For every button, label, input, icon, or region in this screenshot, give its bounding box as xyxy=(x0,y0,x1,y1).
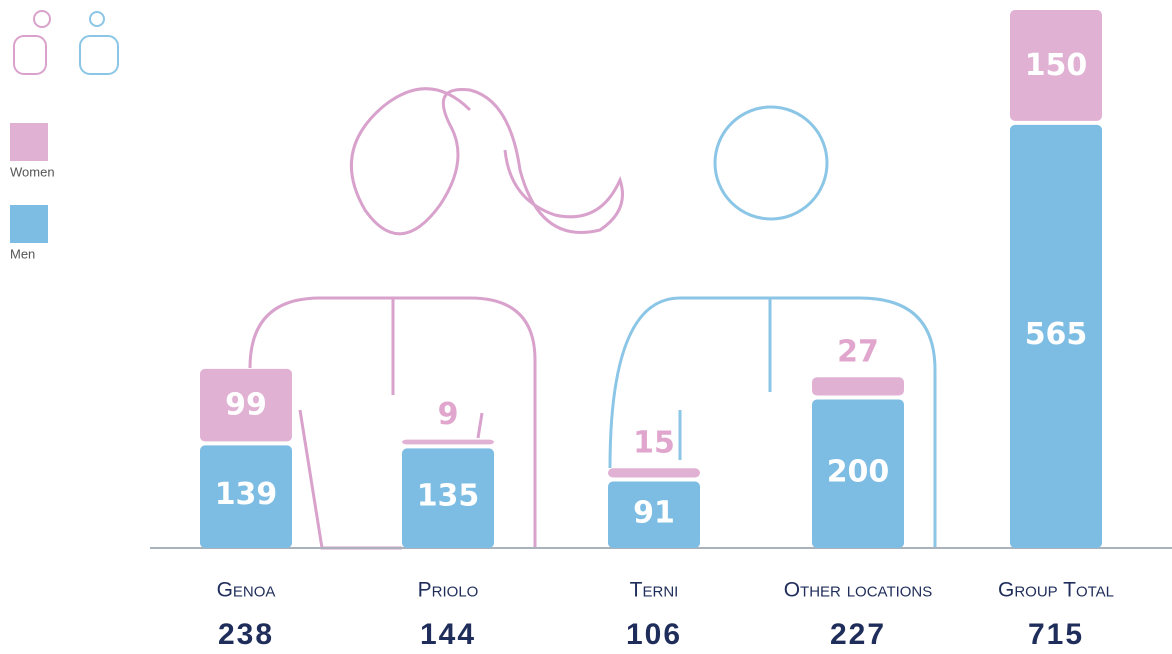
value-label: 27 xyxy=(837,335,879,370)
category-label: Terni xyxy=(630,579,679,602)
value-label: 9 xyxy=(438,397,459,432)
total-label: 144 xyxy=(420,618,476,651)
total-label: 227 xyxy=(830,618,886,651)
bar-segment xyxy=(812,399,904,548)
category-label: Genoa xyxy=(217,579,276,602)
value-label: 99 xyxy=(225,388,267,423)
bar-segment xyxy=(1010,10,1102,121)
category-label: Priolo xyxy=(418,579,479,602)
value-label: 135 xyxy=(417,479,480,514)
value-label: 200 xyxy=(827,454,890,489)
legend-swatch xyxy=(10,123,48,161)
bar-segment xyxy=(200,445,292,548)
bar-segment xyxy=(402,439,494,445)
value-label: 91 xyxy=(633,495,675,530)
bar-segment xyxy=(1010,124,1102,549)
category-label: Other locations xyxy=(784,579,933,602)
total-label: 238 xyxy=(218,618,274,651)
legend-label: Men xyxy=(10,246,35,261)
legend-swatch xyxy=(10,205,48,243)
bar-segment xyxy=(608,468,700,478)
value-label: 150 xyxy=(1025,48,1088,83)
total-label: 715 xyxy=(1028,618,1084,651)
value-label: 15 xyxy=(633,426,675,461)
bar-segment xyxy=(200,368,292,442)
bar-segment xyxy=(608,481,700,548)
value-label: 139 xyxy=(215,477,278,512)
bar-segment xyxy=(812,377,904,396)
legend-label: Women xyxy=(10,164,55,179)
category-label: Group Total xyxy=(998,579,1114,602)
decoration xyxy=(13,10,937,550)
bar-segment xyxy=(402,448,494,548)
value-label: 565 xyxy=(1025,317,1088,352)
total-label: 106 xyxy=(626,618,682,651)
